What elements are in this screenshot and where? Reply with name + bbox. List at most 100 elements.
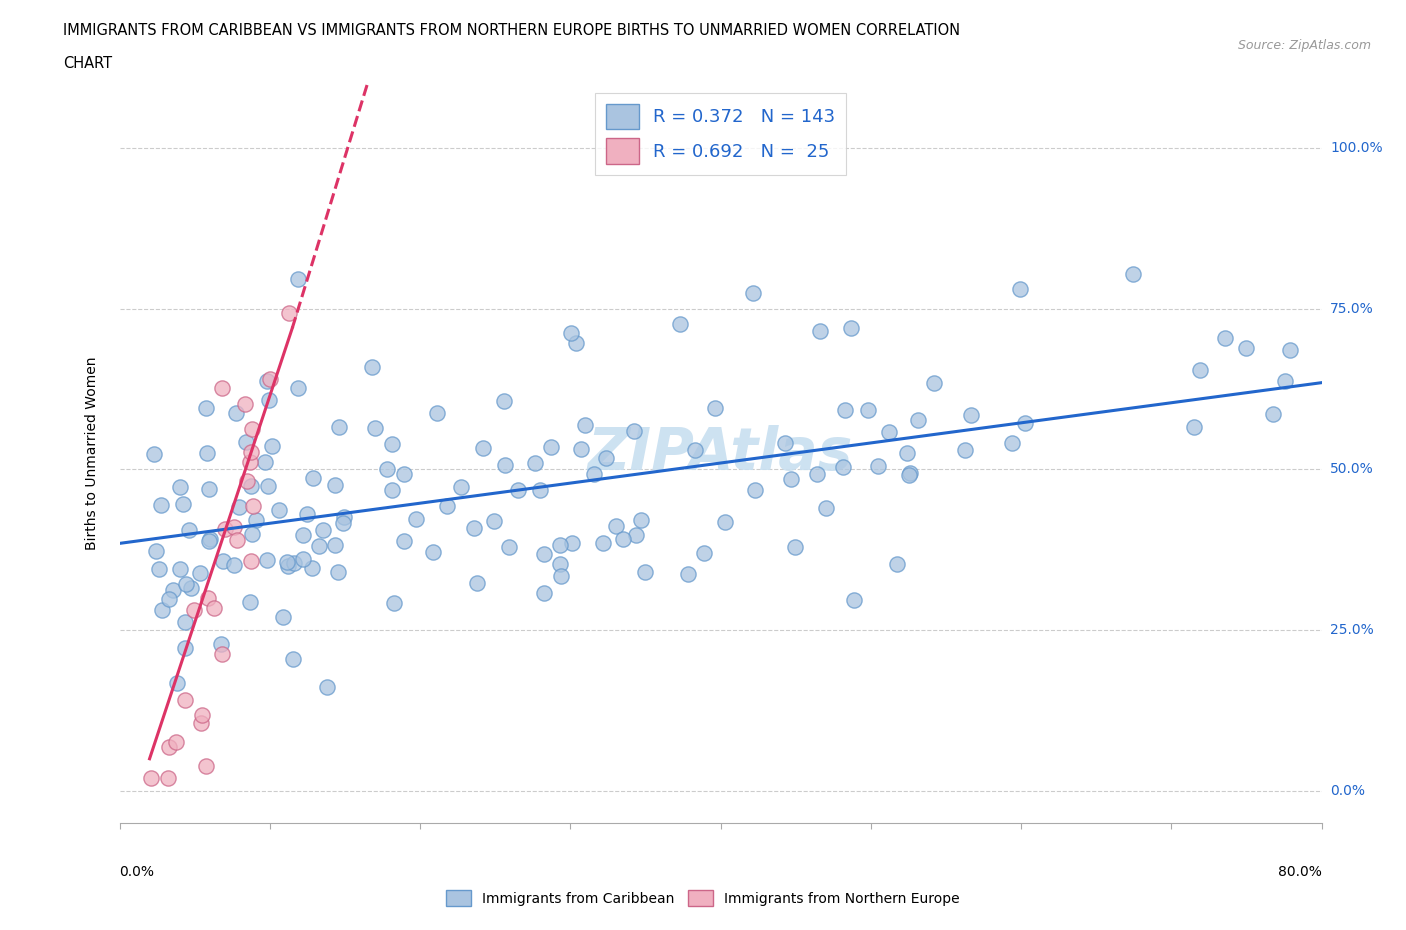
- Point: [145, 543, 167, 558]
- Point: [233, 396, 256, 411]
- Point: [222, 519, 245, 534]
- Point: [254, 455, 277, 470]
- Point: [569, 442, 592, 457]
- Point: [886, 557, 908, 572]
- Point: [195, 400, 218, 415]
- Point: [142, 446, 165, 461]
- Point: [484, 513, 506, 528]
- Point: [960, 407, 983, 422]
- Point: [630, 512, 652, 527]
- Point: [907, 412, 929, 427]
- Legend: Immigrants from Caribbean, Immigrants from Northern Europe: Immigrants from Caribbean, Immigrants fr…: [440, 884, 966, 912]
- Point: [744, 482, 766, 497]
- Point: [808, 323, 831, 338]
- Point: [240, 526, 263, 541]
- Point: [634, 565, 657, 579]
- Point: [582, 466, 605, 481]
- Point: [174, 641, 197, 656]
- Point: [239, 455, 262, 470]
- Point: [195, 445, 218, 460]
- Point: [211, 381, 233, 396]
- Point: [226, 533, 249, 548]
- Point: [169, 562, 191, 577]
- Point: [381, 436, 404, 451]
- Point: [190, 715, 212, 730]
- Point: [323, 538, 346, 552]
- Point: [188, 565, 211, 580]
- Point: [595, 451, 617, 466]
- Point: [1188, 363, 1211, 378]
- Point: [276, 554, 298, 569]
- Point: [624, 527, 647, 542]
- Point: [191, 708, 214, 723]
- Point: [392, 533, 415, 548]
- Point: [148, 561, 170, 576]
- Y-axis label: Births to Unmarried Women: Births to Unmarried Women: [84, 356, 98, 551]
- Point: [169, 479, 191, 494]
- Point: [245, 512, 267, 527]
- Point: [302, 471, 325, 485]
- Point: [139, 771, 162, 786]
- Point: [283, 555, 305, 570]
- Point: [623, 423, 645, 438]
- Text: Source: ZipAtlas.com: Source: ZipAtlas.com: [1237, 39, 1371, 52]
- Point: [548, 538, 571, 553]
- Point: [256, 552, 278, 567]
- Point: [612, 532, 634, 547]
- Point: [1122, 267, 1144, 282]
- Point: [277, 559, 299, 574]
- Legend: R = 0.372   N = 143, R = 0.692   N =  25: R = 0.372 N = 143, R = 0.692 N = 25: [595, 93, 846, 175]
- Point: [165, 735, 187, 750]
- Point: [856, 403, 879, 418]
- Point: [211, 554, 233, 569]
- Point: [898, 468, 921, 483]
- Point: [529, 483, 551, 498]
- Point: [209, 637, 232, 652]
- Point: [742, 286, 765, 300]
- Point: [814, 500, 837, 515]
- Point: [291, 527, 314, 542]
- Point: [240, 479, 263, 494]
- Point: [333, 510, 356, 525]
- Point: [533, 547, 555, 562]
- Text: 0.0%: 0.0%: [120, 865, 155, 879]
- Point: [839, 321, 862, 336]
- Point: [183, 603, 205, 618]
- Point: [174, 615, 197, 630]
- Point: [177, 523, 200, 538]
- Point: [896, 445, 918, 460]
- Point: [202, 601, 225, 616]
- Point: [332, 516, 354, 531]
- Point: [779, 472, 801, 486]
- Point: [1274, 374, 1296, 389]
- Point: [214, 522, 236, 537]
- Point: [422, 545, 444, 560]
- Point: [198, 482, 221, 497]
- Point: [704, 401, 727, 416]
- Point: [831, 459, 853, 474]
- Point: [364, 420, 387, 435]
- Point: [162, 583, 184, 598]
- Point: [194, 759, 217, 774]
- Point: [450, 480, 472, 495]
- Point: [166, 675, 188, 690]
- Point: [180, 581, 202, 596]
- Point: [844, 592, 866, 607]
- Point: [426, 406, 449, 421]
- Point: [533, 586, 555, 601]
- Point: [436, 498, 458, 513]
- Point: [159, 739, 181, 754]
- Point: [492, 393, 515, 408]
- Point: [235, 473, 257, 488]
- Point: [328, 565, 350, 579]
- Point: [806, 466, 828, 481]
- Point: [540, 439, 562, 454]
- Point: [471, 441, 494, 456]
- Point: [692, 545, 714, 560]
- Point: [228, 500, 250, 515]
- Point: [879, 425, 901, 440]
- Point: [222, 558, 245, 573]
- Point: [260, 438, 283, 453]
- Text: IMMIGRANTS FROM CARIBBEAN VS IMMIGRANTS FROM NORTHERN EUROPE BIRTHS TO UNMARRIED: IMMIGRANTS FROM CARIBBEAN VS IMMIGRANTS …: [63, 23, 960, 38]
- Point: [463, 521, 485, 536]
